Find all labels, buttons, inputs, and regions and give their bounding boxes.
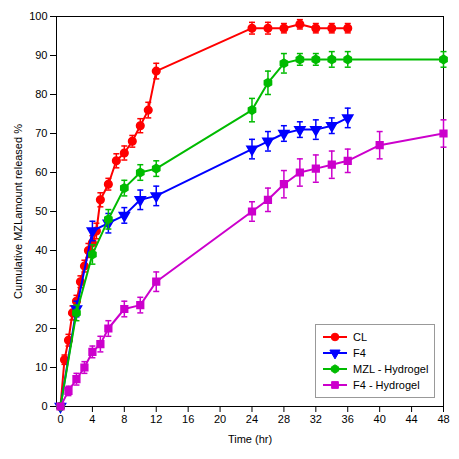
html-text:F4: F4 xyxy=(353,347,366,359)
svg-text:Cumulative MZLamount released: Cumulative MZLamount released % xyxy=(12,124,24,299)
svg-text:50: 50 xyxy=(35,205,47,217)
svg-text:Time (hr): Time (hr) xyxy=(228,433,272,445)
svg-text:12: 12 xyxy=(150,413,162,425)
svg-text:30: 30 xyxy=(35,283,47,295)
svg-text:0: 0 xyxy=(57,413,63,425)
svg-text:8: 8 xyxy=(121,413,127,425)
svg-text:0: 0 xyxy=(41,400,47,412)
svg-text:4: 4 xyxy=(89,413,95,425)
svg-text:80: 80 xyxy=(35,88,47,100)
svg-text:20: 20 xyxy=(35,322,47,334)
svg-text:90: 90 xyxy=(35,49,47,61)
svg-text:60: 60 xyxy=(35,166,47,178)
html-text:F4 - Hydrogel: F4 - Hydrogel xyxy=(353,379,420,391)
svg-text:40: 40 xyxy=(35,244,47,256)
svg-text:20: 20 xyxy=(214,413,226,425)
html-text:MZL - Hydrogel: MZL - Hydrogel xyxy=(353,363,429,375)
svg-text:40: 40 xyxy=(374,413,386,425)
svg-text:32: 32 xyxy=(310,413,322,425)
svg-text:36: 36 xyxy=(342,413,354,425)
svg-text:70: 70 xyxy=(35,127,47,139)
svg-text:48: 48 xyxy=(437,413,449,425)
svg-text:24: 24 xyxy=(246,413,258,425)
html-text:CL: CL xyxy=(353,331,368,343)
svg-text:28: 28 xyxy=(278,413,290,425)
svg-text:44: 44 xyxy=(405,413,417,425)
svg-text:100: 100 xyxy=(29,10,47,22)
svg-text:16: 16 xyxy=(182,413,194,425)
svg-text:10: 10 xyxy=(35,361,47,373)
